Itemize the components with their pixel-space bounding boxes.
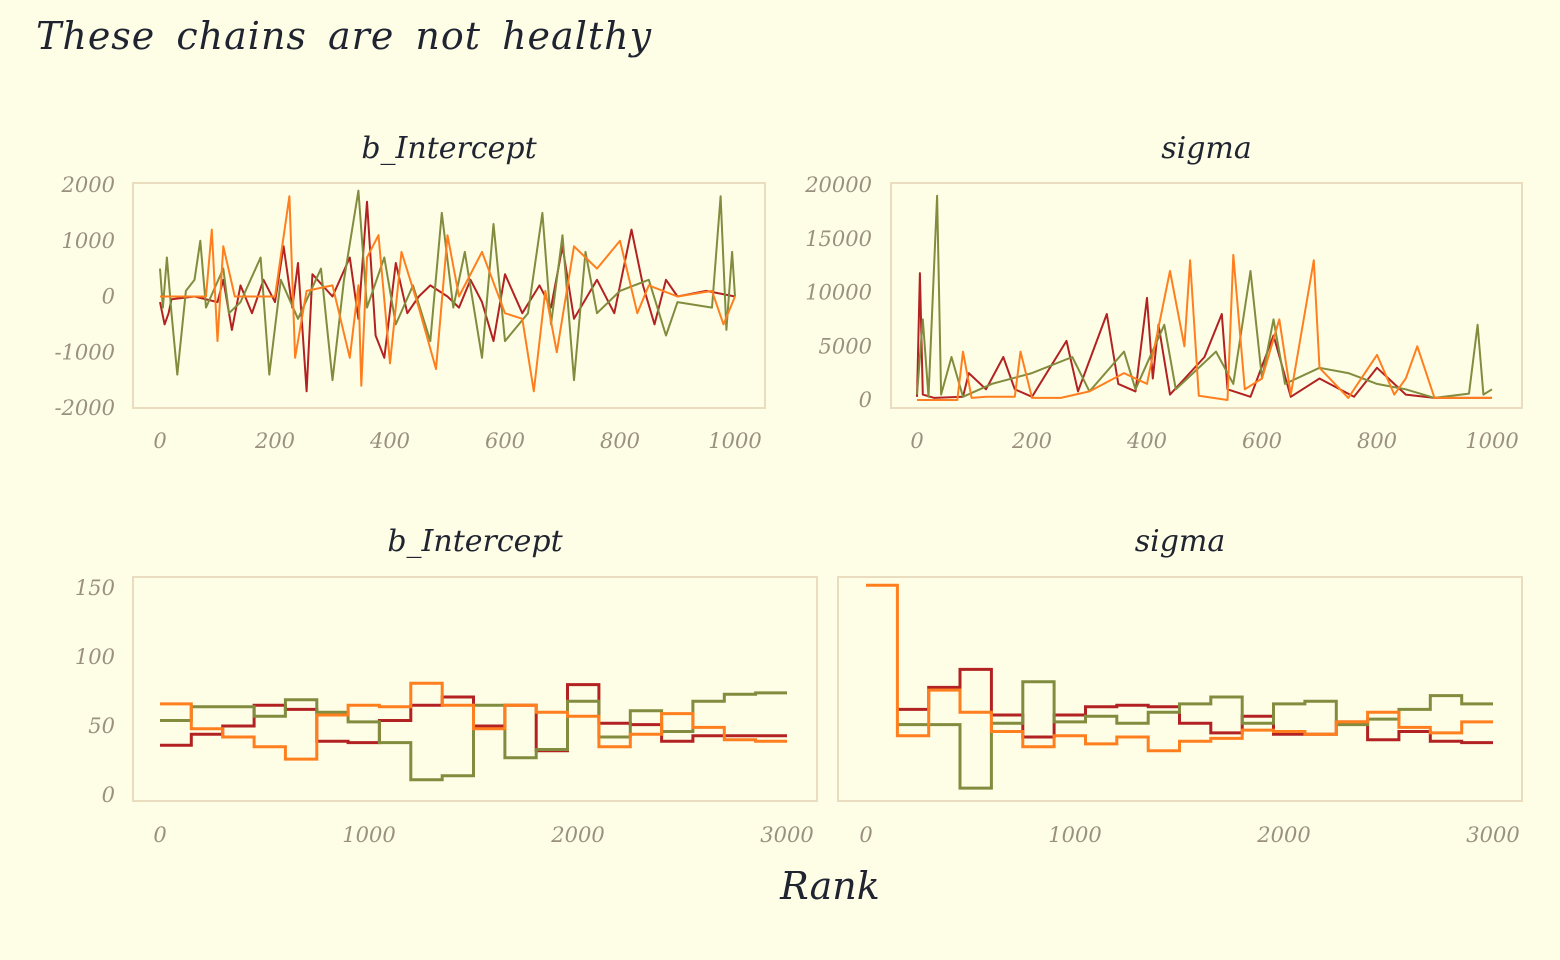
panel-2-sigma: sigma 20000 15000 10000 5000 0 0 200 400 600 800 10…: [804, 131, 1523, 453]
rank-step-chain2: [897, 680, 1493, 790]
panel-border: [890, 182, 1523, 409]
y-tick-label: 50: [88, 714, 115, 738]
trace-line-chain3: [917, 253, 1492, 401]
panel-3-b-intercept: b_Intercept 150 100 50 0 0 1000 2000 3000: [75, 524, 818, 847]
x-tick-label: 0: [153, 429, 166, 453]
panel-title: b_Intercept: [361, 131, 537, 166]
x-tick-label: 2000: [1256, 823, 1310, 847]
y-tick-label: -2000: [54, 396, 115, 420]
x-tick-label: 200: [1011, 429, 1052, 453]
x-tick-label: 0: [910, 429, 923, 453]
rank-step-chain1: [160, 683, 787, 753]
y-tick-label: -1000: [54, 340, 115, 364]
x-tick-label: 800: [600, 429, 640, 453]
trace-line-chain2: [916, 194, 1493, 399]
trace-line-chain2: [159, 189, 736, 382]
y-tick-label: 100: [75, 645, 115, 669]
x-tick-label: 2000: [550, 823, 604, 847]
y-tick-label: 0: [102, 783, 115, 807]
panel-border: [132, 182, 766, 409]
x-tick-label: 600: [485, 429, 525, 453]
y-tick-label: 20000: [804, 173, 872, 197]
x-tick-label: 1000: [1465, 429, 1518, 453]
y-tick-label: 1000: [62, 229, 115, 253]
x-tick-label: 1000: [1048, 823, 1101, 847]
panel-title: sigma: [1135, 524, 1226, 559]
panel-1-b-intercept: b_Intercept 2000 1000 0 -1000 -2000 0 200 400 600…: [54, 131, 766, 453]
rank-step-chain3: [160, 681, 787, 761]
trace-line-chain3: [160, 195, 736, 393]
x-tick-label: 800: [1357, 429, 1397, 453]
figure-title: These chains are not healthy: [36, 14, 653, 58]
panel-title: sigma: [1161, 131, 1252, 166]
x-axis-title: Rank: [780, 864, 880, 908]
y-tick-label: 5000: [819, 334, 872, 358]
x-tick-label: 0: [859, 823, 872, 847]
x-tick-label: 600: [1242, 429, 1282, 453]
y-tick-label: 0: [859, 388, 872, 412]
panel-title: b_Intercept: [387, 524, 563, 559]
x-tick-label: 0: [153, 823, 166, 847]
rank-step-chain3: [866, 583, 1493, 753]
x-tick-label: 400: [1126, 429, 1167, 453]
trace-line-chain1: [159, 200, 736, 393]
rank-step-chain1: [897, 667, 1493, 745]
x-tick-label: 400: [369, 429, 410, 453]
panel-border: [837, 576, 1523, 802]
y-tick-label: 150: [75, 576, 115, 600]
x-tick-label: 1000: [708, 429, 761, 453]
x-tick-label: 1000: [342, 823, 395, 847]
trace-line-chain1: [916, 272, 1492, 399]
y-tick-label: 0: [102, 285, 115, 309]
y-tick-label: 15000: [805, 227, 872, 251]
panel-border: [132, 576, 818, 802]
y-tick-label: 2000: [61, 173, 115, 197]
y-tick-label: 10000: [805, 281, 872, 305]
x-tick-label: 200: [254, 429, 295, 453]
x-tick-label: 3000: [760, 823, 813, 847]
x-tick-label: 3000: [1466, 823, 1519, 847]
panel-4-sigma: sigma 0 1000 2000 3000: [837, 524, 1523, 847]
